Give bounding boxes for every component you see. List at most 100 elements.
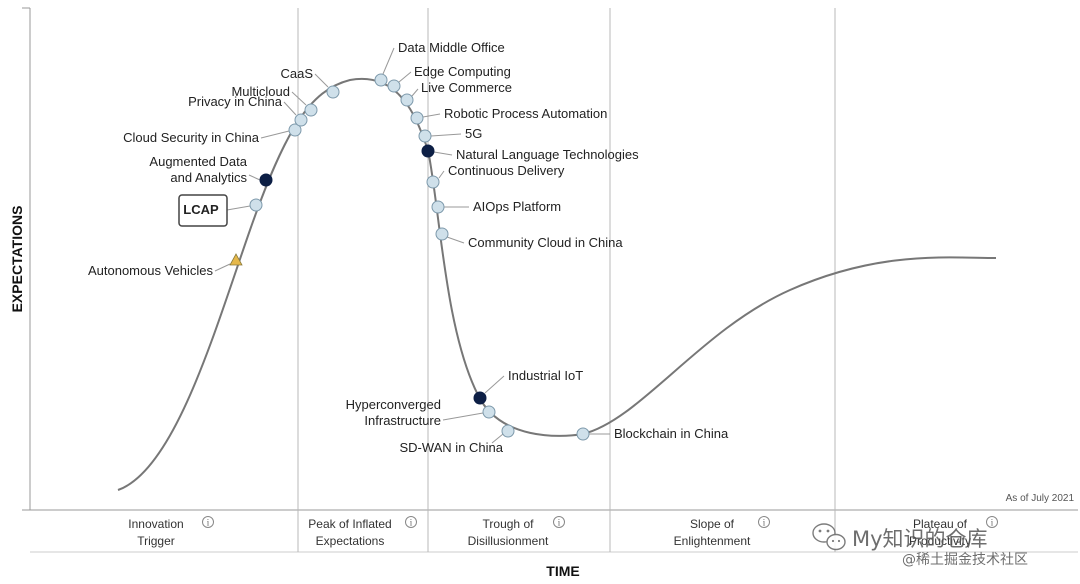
info-icon[interactable]: i [758,516,770,528]
leader-line [484,375,505,394]
tech-label: Community Cloud in China [468,235,623,250]
leader-line [491,433,504,444]
leader-line [422,113,441,118]
tech-label: Edge Computing [414,64,511,79]
tech-label: Augmented Data and Analytics [149,154,247,185]
phase-dividers [297,8,836,552]
tech-label: Continuous Delivery [448,163,565,178]
wechat-icon [812,523,846,551]
watermark-text: My知识的仓库 [852,527,988,551]
info-icon[interactable]: i [405,516,417,528]
tech-hyperconverged-infrastructure[interactable]: Hyperconverged Infrastructure [346,397,496,428]
leader-line [411,88,419,97]
leader-line [260,130,290,139]
tech-label: Multicloud [231,84,290,99]
info-icon[interactable]: i [202,516,214,528]
circle-marker [431,200,445,214]
phase-label-line2: Productivity [909,534,971,548]
phase-label-line1: Slope of [690,517,735,531]
watermark: My知识的仓库 @稀土掘金技术社区 [812,523,1028,568]
tech-natural-language-technologies[interactable]: Natural Language Technologies [421,144,639,162]
phase-label-line1: Trough of [483,517,535,531]
leader-line [398,71,412,83]
circle-marker [387,79,401,93]
tech-label: Blockchain in China [614,426,729,441]
svg-text:i: i [207,518,210,528]
leader-line [291,91,307,106]
leader-line [382,47,395,75]
tech-label: Hyperconverged Infrastructure [346,397,441,428]
phase-label-line2: Trigger [137,534,175,548]
tech-continuous-delivery[interactable]: Continuous Delivery [426,163,565,189]
circle-marker [482,405,496,419]
phase-label-line1: Innovation [128,517,183,531]
info-icon[interactable]: i [986,516,998,528]
lcap-highlight-box [178,194,228,227]
tech-caas[interactable]: CaaS [280,66,340,99]
info-icon[interactable]: i [553,516,565,528]
tech-label: Data Middle Office [398,40,505,55]
leader-line [226,205,251,211]
tech-label: Natural Language Technologies [456,147,639,162]
leader-line [438,170,445,179]
circle-marker [326,85,340,99]
tech-label: Cloud Security in China [123,130,260,145]
tech-live-commerce[interactable]: Live Commerce [400,80,512,107]
x-axis-title: TIME [546,563,579,579]
tech-aiops-platform[interactable]: AIOps Platform [431,199,561,214]
leader-line [430,133,462,137]
circle-marker [249,198,263,212]
tech-data-middle-office[interactable]: Data Middle Office [374,40,505,87]
circle-marker [294,113,308,127]
tech-industrial-iot[interactable]: Industrial IoT [473,368,583,405]
y-axis-title: EXPECTATIONS [9,206,25,313]
circle-marker [418,129,432,143]
tech-privacy-in-china[interactable]: Privacy in China [188,94,308,127]
technology-markers: Autonomous Vehicles LCAP Augmented Data and… [88,40,729,455]
phase-label-line1: Plateau of [913,517,968,531]
tech-5g[interactable]: 5G [418,126,482,143]
tech-robotic-process-automation[interactable]: Robotic Process Automation [410,106,607,125]
leader-line [248,174,261,181]
leader-line [433,151,453,156]
tech-autonomous-vehicles[interactable]: Autonomous Vehicles [88,253,243,278]
leader-line [283,101,297,116]
circle-marker [473,391,487,405]
tech-blockchain-in-china[interactable]: Blockchain in China [576,426,729,441]
circle-marker [400,93,414,107]
tech-lcap[interactable]: LCAP [178,194,263,227]
tech-multicloud[interactable]: Multicloud [231,84,318,117]
tech-label: CaaS [280,66,313,81]
phase-label-line2: Expectations [316,534,385,548]
tech-label: Industrial IoT [508,368,583,383]
circle-marker [288,123,302,137]
tech-label: SD-WAN in China [399,440,503,455]
phase-peak-of-inflated-expectations: Peak of Inflated Expectations i [308,516,417,548]
circle-marker [374,73,388,87]
tech-label: Privacy in China [188,94,283,109]
as-of-note: As of July 2021 [1006,493,1075,504]
phase-trough-of-disillusionment: Trough of Disillusionment i [468,516,565,548]
svg-text:i: i [410,518,413,528]
phase-label-line2: Enlightenment [674,534,751,548]
tech-augmented-data-and-analytics[interactable]: Augmented Data and Analytics [149,154,273,187]
circle-marker [259,173,273,187]
tech-cloud-security-in-china[interactable]: Cloud Security in China [123,123,302,145]
tech-edge-computing[interactable]: Edge Computing [387,64,511,93]
circle-marker [576,427,590,441]
tech-community-cloud-in-china[interactable]: Community Cloud in China [435,227,623,250]
tech-label: 5G [465,126,482,141]
tech-label: AIOps Platform [473,199,561,214]
tech-label: Robotic Process Automation [444,106,607,121]
svg-text:i: i [763,518,766,528]
tech-sd-wan-in-china[interactable]: SD-WAN in China [399,424,515,455]
circle-marker [435,227,449,241]
hype-curve [117,77,997,491]
svg-text:i: i [558,518,561,528]
leader-line [446,236,465,244]
phase-plateau-of-productivity: Plateau of Productivity i [909,516,998,548]
circle-marker [410,111,424,125]
phase-slope-of-enlightenment: Slope of Enlightenment i [674,516,770,548]
phase-label-line1: Peak of Inflated [308,517,391,531]
